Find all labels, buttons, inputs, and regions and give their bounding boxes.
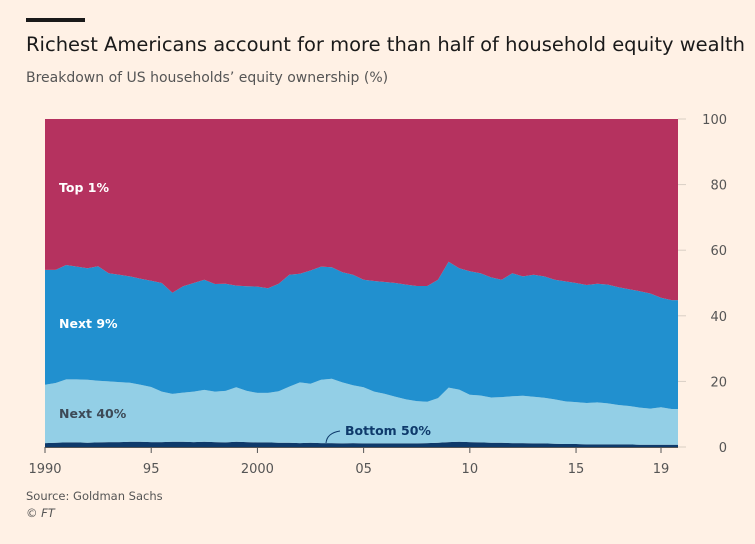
y-tick-label-80: 80	[710, 179, 727, 194]
chart-title: Richest Americans account for more than …	[26, 33, 746, 56]
bottom-50-leader	[325, 430, 341, 444]
source-note: Source: Goldman Sachs	[26, 489, 163, 503]
label-top-1: Top 1%	[59, 180, 109, 195]
y-tick-label-0: 0	[719, 441, 727, 456]
ft-credit: © FT	[26, 506, 55, 520]
x-tick-label-2010: 10	[462, 462, 479, 477]
y-tick-label-40: 40	[710, 310, 727, 325]
area-bottom-50	[45, 441, 678, 447]
y-tick-label-20: 20	[710, 375, 727, 390]
x-tick-label-2019: 19	[653, 462, 670, 477]
x-tick-label-1990: 1990	[28, 462, 61, 477]
area-top-1	[45, 119, 678, 301]
y-tick-label-60: 60	[710, 244, 727, 259]
label-next-40: Next 40%	[59, 406, 127, 421]
y-tick-label-100: 100	[702, 113, 727, 128]
x-tick-label-2015: 15	[568, 462, 585, 477]
label-bottom-50: Bottom 50%	[345, 423, 431, 438]
x-tick-label-2000: 2000	[241, 462, 274, 477]
x-tick-label-2005: 05	[355, 462, 372, 477]
ft-top-bar	[26, 18, 85, 22]
area-next-40	[45, 378, 678, 445]
x-tick-label-1995: 95	[143, 462, 160, 477]
chart-subtitle: Breakdown of US households’ equity owner…	[26, 70, 389, 86]
label-next-9: Next 9%	[59, 316, 118, 331]
area-next-9	[45, 261, 678, 409]
